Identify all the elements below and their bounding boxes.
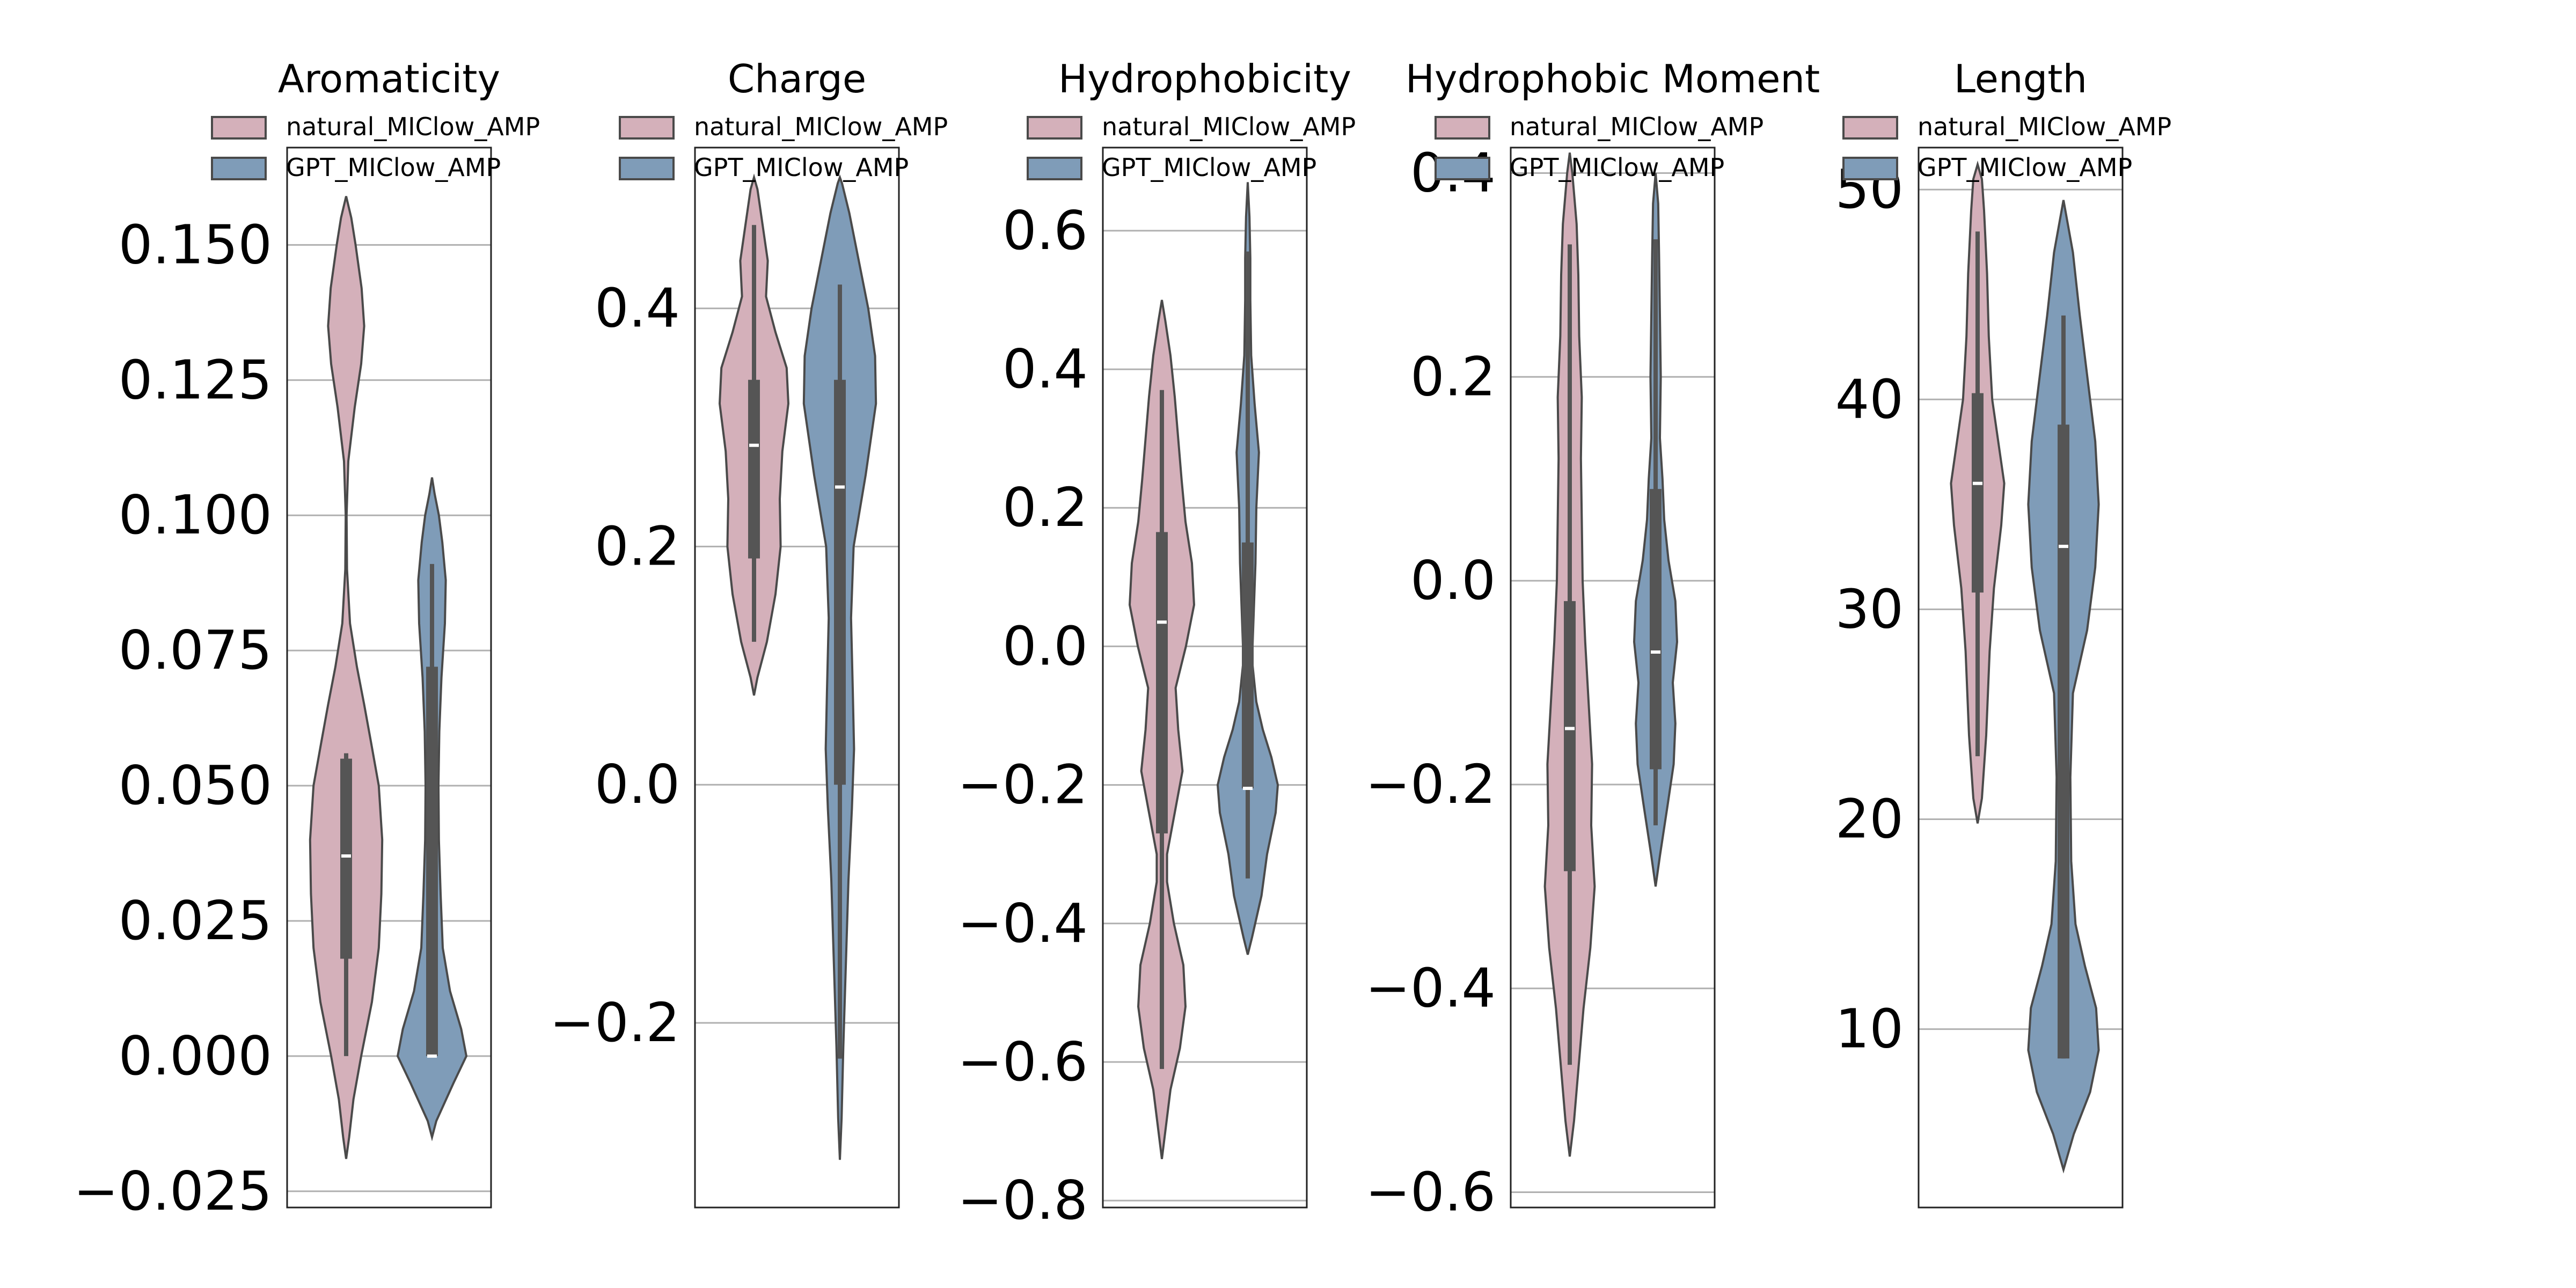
y-tick-label: 0.075	[119, 619, 272, 682]
legend-swatch	[1027, 116, 1082, 140]
chart-panels: −0.025 0.000 0.025 0.050 0.075 0.100 0.125 0.15…	[74, 56, 2171, 1232]
violin-iqr-box	[2058, 425, 2069, 1059]
panel-title: Length	[1954, 56, 2087, 101]
violin-iqr-box	[1156, 532, 1168, 833]
panel-title: Aromaticity	[278, 56, 500, 101]
panel-title: Charge	[728, 56, 866, 101]
y-tick-label: 0.050	[119, 754, 272, 817]
violin-iqr-box	[1242, 542, 1254, 789]
legend-swatch	[1842, 116, 1898, 140]
y-tick-label: 40	[1835, 368, 1904, 430]
panel-title: Hydrophobic Moment	[1406, 56, 1820, 101]
y-tick-label: 0.2	[1002, 476, 1088, 539]
violin-natural_MIClow_AMP	[309, 196, 384, 1159]
legend-label: GPT_MIClow_AMP	[1102, 153, 1316, 182]
y-tick-label: 0.0	[1410, 549, 1496, 612]
y-tick-label: −0.2	[550, 991, 680, 1054]
y-tick-label: −0.025	[74, 1160, 272, 1223]
y-tick-label: 0.0	[595, 753, 680, 816]
panel-1: −0.2 0.0 0.2 0.4 Charge natural_MIClow_AMP GPT…	[550, 56, 948, 1209]
violin-iqr-box	[1564, 601, 1576, 872]
panel-4: 1020304050Lengthnatural_MIClow_AMPGPT_MI…	[1835, 56, 2171, 1209]
legend-label: natural_MIClow_AMP	[1510, 112, 1763, 141]
legend-swatch	[211, 157, 267, 180]
legend-label: natural_MIClow_AMP	[1918, 112, 2171, 141]
y-tick-label: −0.6	[1365, 1161, 1496, 1224]
y-tick-label: 0.000	[119, 1024, 272, 1087]
legend-label: GPT_MIClow_AMP	[286, 153, 501, 182]
axes-frame	[1102, 147, 1308, 1209]
y-tick-label: −0.8	[957, 1169, 1088, 1232]
y-tick-label: 30	[1835, 577, 1904, 640]
panel-0: −0.025 0.000 0.025 0.050 0.075 0.100 0.125 0.15…	[74, 56, 540, 1223]
y-tick-label: 10	[1835, 998, 1904, 1060]
y-tick-label: −0.4	[1365, 957, 1496, 1020]
y-tick-label: −0.2	[1365, 753, 1496, 816]
y-tick-label: 0.100	[119, 484, 272, 546]
y-tick-label: 0.6	[1002, 199, 1088, 262]
panel-2: −0.8 −0.6 −0.4 −0.2 0.0 0.2 0.4 0.6 Hydrophobici…	[957, 56, 1356, 1232]
axes-frame	[694, 147, 900, 1209]
legend-swatch	[1027, 157, 1082, 180]
y-tick-label: −0.6	[957, 1030, 1088, 1093]
legend-label: GPT_MIClow_AMP	[1918, 153, 2132, 182]
y-tick-label: −0.4	[957, 892, 1088, 955]
legend-swatch	[1842, 157, 1898, 180]
legend-label: natural_MIClow_AMP	[1102, 112, 1356, 141]
axes-frame	[1510, 147, 1716, 1209]
legend-label: natural_MIClow_AMP	[286, 112, 540, 141]
violin-iqr-box	[426, 667, 438, 1056]
y-tick-label: 0.2	[595, 515, 680, 577]
y-tick-label: 0.4	[595, 277, 680, 340]
violin-iqr-box	[1972, 393, 1984, 593]
axes-frame	[1918, 147, 2124, 1209]
legend-label: GPT_MIClow_AMP	[1510, 153, 1724, 182]
legend-swatch	[619, 157, 675, 180]
legend-swatch	[1435, 157, 1490, 180]
y-tick-label: 0.4	[1002, 338, 1088, 400]
y-tick-label: 0.150	[119, 213, 272, 276]
violin-iqr-box	[834, 379, 846, 785]
y-tick-label: −0.2	[957, 753, 1088, 816]
y-tick-label: 0.125	[119, 348, 272, 411]
y-tick-label: 0.025	[119, 889, 272, 952]
y-tick-label: 20	[1835, 787, 1904, 850]
legend-swatch	[1435, 116, 1490, 140]
axes-frame	[286, 147, 492, 1209]
legend-label: GPT_MIClow_AMP	[694, 153, 909, 182]
violin-iqr-box	[748, 379, 760, 559]
panel-3: −0.6−0.4−0.20.00.20.4Hydrophobic Momentn…	[1365, 56, 1820, 1224]
legend-swatch	[211, 116, 267, 140]
violin-iqr-box	[340, 758, 352, 959]
legend-label: natural_MIClow_AMP	[694, 112, 948, 141]
legend-swatch	[619, 116, 675, 140]
y-tick-label: 0.2	[1410, 345, 1496, 408]
violin-iqr-box	[1650, 489, 1662, 770]
y-tick-label: 0.0	[1002, 614, 1088, 677]
panel-title: Hydrophobicity	[1058, 56, 1351, 101]
